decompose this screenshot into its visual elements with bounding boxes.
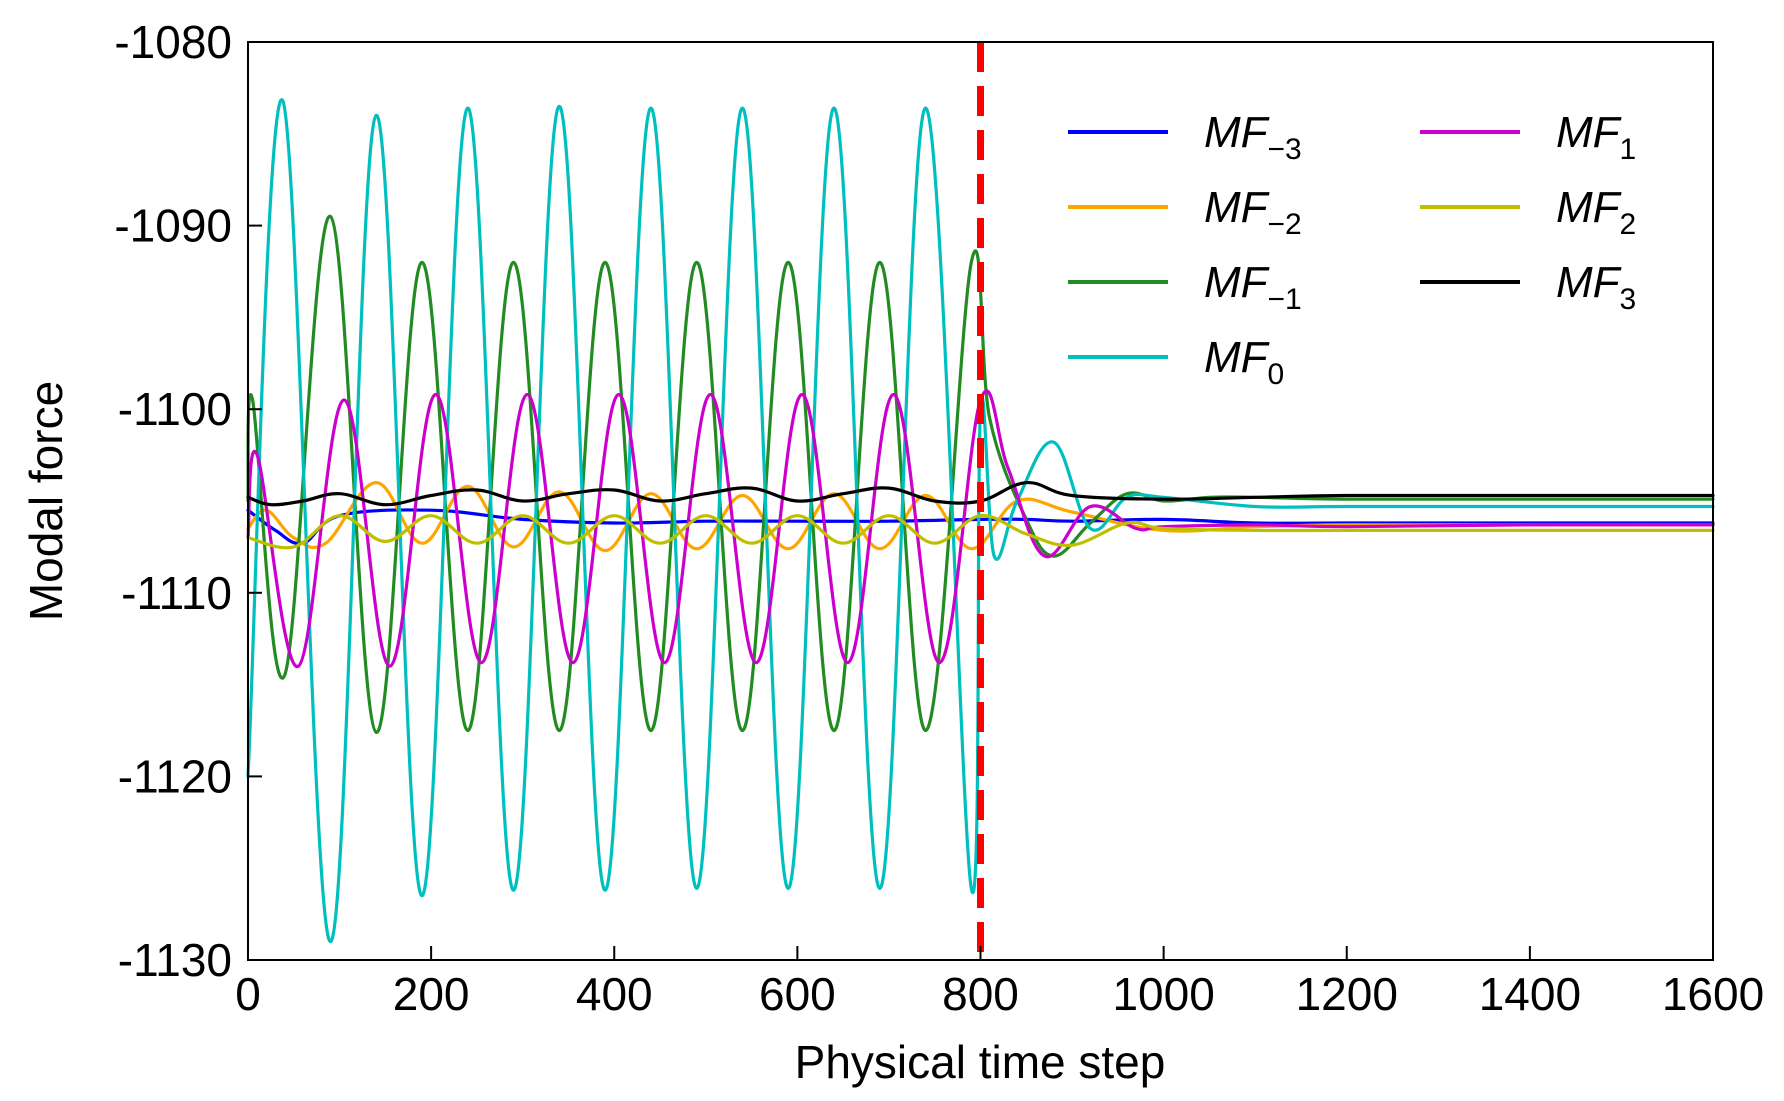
x-tick-label: 200 bbox=[393, 968, 470, 1020]
series-line-0 bbox=[246, 508, 1715, 546]
y-axis-title: Modal force bbox=[20, 381, 72, 621]
x-tick-label: 600 bbox=[759, 968, 836, 1020]
tick-layer: 0 200 400 600 800 1000 1200 1400 1600 -1080 -1090 -… bbox=[114, 16, 1764, 1020]
y-tick-label: -1080 bbox=[114, 16, 232, 68]
series-line-4 bbox=[246, 389, 1715, 668]
x-tick-label: 1400 bbox=[1479, 968, 1581, 1020]
x-tick-label: 400 bbox=[576, 968, 653, 1020]
legend-label-3: MF0 bbox=[1204, 333, 1284, 391]
series-layer bbox=[246, 98, 1715, 944]
x-tick-label: 1600 bbox=[1662, 968, 1764, 1020]
y-tick-label: -1130 bbox=[118, 934, 232, 986]
series-line-6 bbox=[246, 480, 1715, 507]
y-tick-label: -1120 bbox=[118, 750, 232, 802]
legend-label-0: MF−3 bbox=[1204, 108, 1302, 166]
y-tick-label: -1090 bbox=[114, 200, 232, 252]
legend-label-6: MF3 bbox=[1556, 258, 1636, 316]
legend: MF−3 MF−2 MF−1 MF0 MF1 MF2 MF3 bbox=[1068, 108, 1636, 391]
legend-label-1: MF−2 bbox=[1204, 183, 1302, 241]
x-tick-label: 1000 bbox=[1112, 968, 1214, 1020]
x-tick-label: 800 bbox=[942, 968, 1019, 1020]
legend-label-4: MF1 bbox=[1556, 108, 1636, 166]
x-tick-label: 0 bbox=[235, 968, 261, 1020]
y-tick-label: -1110 bbox=[121, 567, 232, 619]
legend-label-2: MF−1 bbox=[1204, 258, 1302, 316]
x-axis-title: Physical time step bbox=[795, 1036, 1166, 1088]
x-tick-label: 1200 bbox=[1296, 968, 1398, 1020]
series-line-5 bbox=[246, 514, 1715, 550]
y-tick-label: -1100 bbox=[118, 383, 232, 435]
legend-label-5: MF2 bbox=[1556, 183, 1636, 241]
